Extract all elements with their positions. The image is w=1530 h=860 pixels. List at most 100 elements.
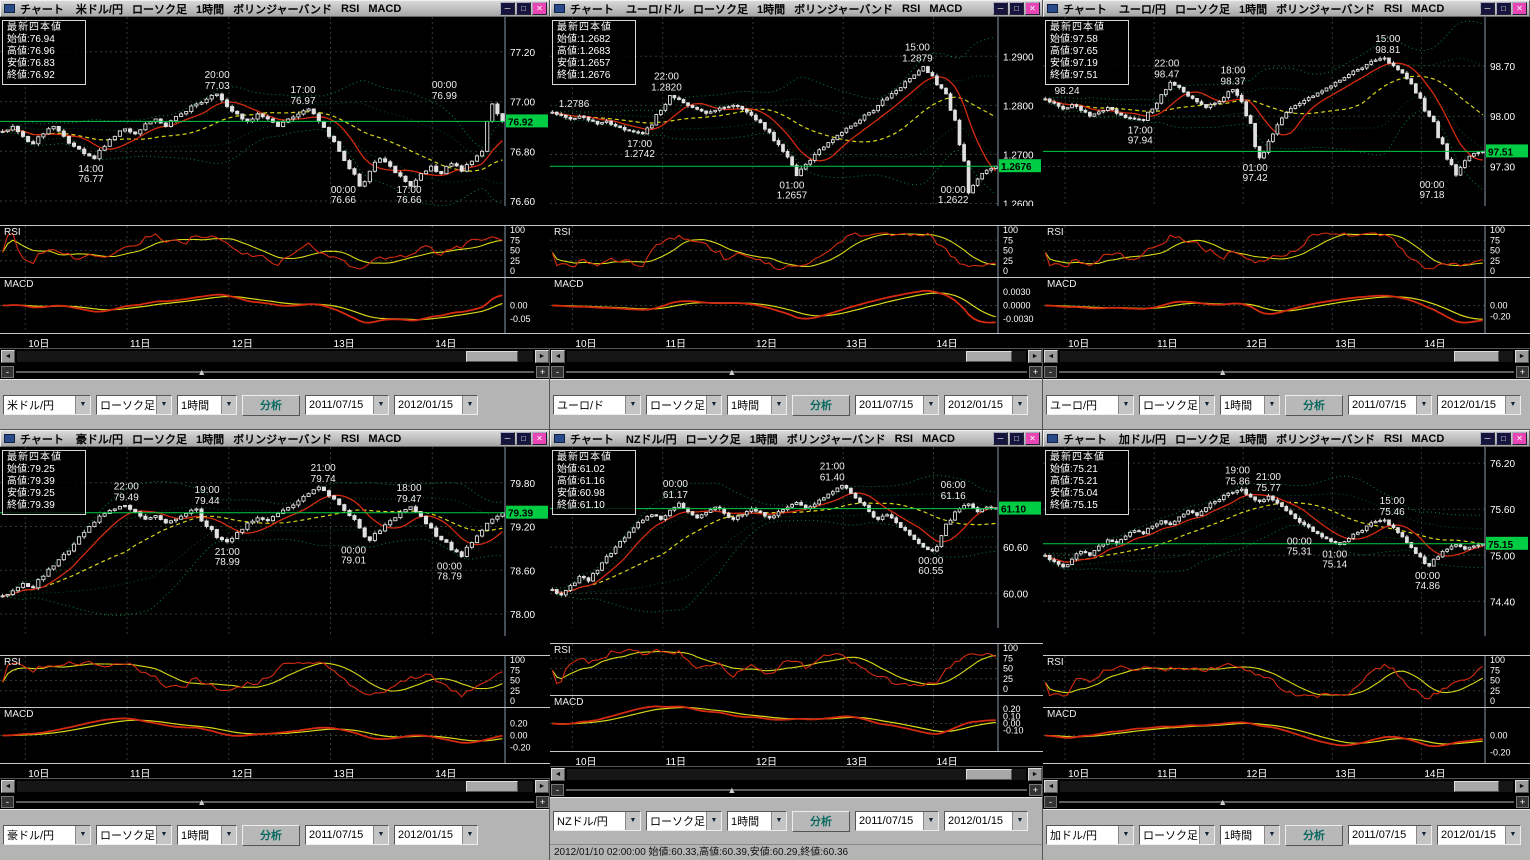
date-from-select[interactable]: 2011/07/15 ▼ [305, 825, 389, 845]
dropdown-arrow-icon[interactable]: ▼ [706, 812, 721, 830]
scrollbar-track[interactable] [16, 350, 534, 363]
scroll-left-button[interactable]: ◄ [1044, 350, 1058, 363]
analyze-button[interactable]: 分析 [242, 394, 300, 416]
scroll-left-button[interactable]: ◄ [1044, 780, 1058, 793]
minimize-button[interactable]: ─ [1480, 432, 1495, 445]
macd-pane[interactable]: 0.20 0.00 -0.20 MACD [0, 707, 550, 763]
scroll-left-button[interactable]: ◄ [551, 768, 565, 781]
analyze-button[interactable]: 分析 [1285, 394, 1343, 416]
minimize-button[interactable]: ─ [1480, 2, 1495, 15]
scroll-left-button[interactable]: ◄ [1, 780, 15, 793]
date-from-select[interactable]: 2011/07/15 ▼ [855, 811, 939, 831]
pair-select[interactable]: 米ドル/円 ▼ [3, 395, 91, 415]
zoom-in-button[interactable]: + [1516, 365, 1529, 378]
close-button[interactable]: ✕ [1512, 432, 1527, 445]
pair-select[interactable]: ユーロ/円 ▼ [1046, 395, 1134, 415]
macd-pane[interactable]: 0.00 -0.20 MACD [1043, 707, 1530, 763]
macd-pane[interactable]: 0.20 0.10 0.00 -0.10 MACD [550, 695, 1043, 751]
dropdown-arrow-icon[interactable]: ▼ [1118, 826, 1133, 844]
dropdown-arrow-icon[interactable]: ▼ [706, 396, 721, 414]
timeframe-select[interactable]: 1時間 ▼ [177, 825, 237, 845]
maximize-button[interactable]: □ [1009, 2, 1024, 15]
zoom-out-button[interactable]: - [1, 365, 14, 378]
date-to-select[interactable]: 2012/01/15 ▼ [1437, 825, 1521, 845]
dropdown-arrow-icon[interactable]: ▼ [221, 396, 236, 414]
zoom-slider-row[interactable]: - ▲ + [0, 794, 550, 809]
zoom-out-button[interactable]: - [551, 783, 564, 796]
scroll-left-button[interactable]: ◄ [551, 350, 565, 363]
dropdown-arrow-icon[interactable]: ▼ [1264, 826, 1279, 844]
minimize-button[interactable]: ─ [993, 432, 1008, 445]
horizontal-scrollbar[interactable]: ◄ ► [0, 348, 550, 364]
rsi-pane[interactable]: 100 75 50 25 0 RSI [1043, 225, 1530, 277]
scrollbar-thumb[interactable] [1454, 351, 1500, 362]
scrollbar-thumb[interactable] [465, 351, 518, 362]
date-to-select[interactable]: 2012/01/15 ▼ [1437, 395, 1521, 415]
zoom-slider-thumb[interactable]: ▲ [727, 367, 736, 377]
dropdown-arrow-icon[interactable]: ▼ [771, 396, 786, 414]
zoom-out-button[interactable]: - [1, 795, 14, 808]
price-chart-area[interactable]: 1.2900 1.2800 1.2700 1.2600 1.2676 1.2786 17:0… [550, 17, 1043, 225]
dropdown-arrow-icon[interactable]: ▼ [156, 396, 171, 414]
candle-type-select[interactable]: ローソク足 ▼ [646, 811, 722, 831]
price-chart-area[interactable]: 79.80 79.20 78.60 78.00 79.39 22:00 79.49 19:00… [0, 447, 550, 655]
minimize-button[interactable]: ─ [500, 2, 515, 15]
timeframe-select[interactable]: 1時間 ▼ [727, 811, 787, 831]
rsi-pane[interactable]: 100 75 50 25 0 RSI [550, 225, 1043, 277]
macd-pane[interactable]: 0.00 -0.20 MACD [1043, 277, 1530, 333]
zoom-track[interactable]: ▲ [16, 796, 534, 808]
analyze-button[interactable]: 分析 [792, 810, 850, 832]
zoom-track[interactable]: ▲ [566, 366, 1027, 378]
date-to-select[interactable]: 2012/01/15 ▼ [394, 825, 478, 845]
zoom-out-button[interactable]: - [551, 365, 564, 378]
candle-type-select[interactable]: ローソク足 ▼ [1139, 395, 1215, 415]
date-from-select[interactable]: 2011/07/15 ▼ [855, 395, 939, 415]
dropdown-arrow-icon[interactable]: ▼ [1118, 396, 1133, 414]
window-titlebar[interactable]: チャート ユーロ/円 ローソク足 1時間 ボリンジャーバンド RSI MACD … [1043, 0, 1530, 17]
pair-select[interactable]: 加ドル/円 ▼ [1046, 825, 1134, 845]
dropdown-arrow-icon[interactable]: ▼ [1264, 396, 1279, 414]
maximize-button[interactable]: □ [1496, 2, 1511, 15]
pair-select[interactable]: NZドル/円 ▼ [553, 811, 641, 831]
dropdown-arrow-icon[interactable]: ▼ [1199, 396, 1214, 414]
zoom-track[interactable]: ▲ [1059, 366, 1514, 378]
maximize-button[interactable]: □ [1009, 432, 1024, 445]
scrollbar-thumb[interactable] [966, 351, 1013, 362]
date-to-select[interactable]: 2012/01/15 ▼ [944, 395, 1028, 415]
timeframe-select[interactable]: 1時間 ▼ [177, 395, 237, 415]
dropdown-arrow-icon[interactable]: ▼ [923, 812, 938, 830]
scroll-right-button[interactable]: ► [1028, 350, 1042, 363]
timeframe-select[interactable]: 1時間 ▼ [1220, 395, 1280, 415]
scroll-right-button[interactable]: ► [1515, 780, 1529, 793]
pair-select[interactable]: ユーロ/ド ▼ [553, 395, 641, 415]
scroll-right-button[interactable]: ► [1028, 768, 1042, 781]
minimize-button[interactable]: ─ [993, 2, 1008, 15]
rsi-pane[interactable]: 100 75 50 25 0 RSI [0, 225, 550, 277]
scroll-right-button[interactable]: ► [535, 780, 549, 793]
zoom-slider-row[interactable]: - ▲ + [0, 364, 550, 379]
candle-type-select[interactable]: ローソク足 ▼ [1139, 825, 1215, 845]
dropdown-arrow-icon[interactable]: ▼ [1199, 826, 1214, 844]
window-titlebar[interactable]: チャート NZドル/円 ローソク足 1時間 ボリンジャーバンド RSI MACD… [550, 430, 1043, 447]
scrollbar-track[interactable] [16, 780, 534, 793]
zoom-in-button[interactable]: + [536, 795, 549, 808]
horizontal-scrollbar[interactable]: ◄ ► [550, 766, 1043, 782]
zoom-slider-thumb[interactable]: ▲ [197, 367, 206, 377]
timeframe-select[interactable]: 1時間 ▼ [1220, 825, 1280, 845]
zoom-in-button[interactable]: + [1029, 365, 1042, 378]
analyze-button[interactable]: 分析 [1285, 824, 1343, 846]
horizontal-scrollbar[interactable]: ◄ ► [1043, 348, 1530, 364]
scrollbar-thumb[interactable] [1454, 781, 1500, 792]
close-button[interactable]: ✕ [1025, 432, 1040, 445]
zoom-out-button[interactable]: - [1044, 795, 1057, 808]
scrollbar-track[interactable] [1059, 350, 1514, 363]
maximize-button[interactable]: □ [516, 2, 531, 15]
zoom-in-button[interactable]: + [1029, 783, 1042, 796]
scrollbar-thumb[interactable] [966, 769, 1013, 780]
dropdown-arrow-icon[interactable]: ▼ [156, 826, 171, 844]
dropdown-arrow-icon[interactable]: ▼ [1012, 396, 1027, 414]
zoom-slider-thumb[interactable]: ▲ [1218, 797, 1227, 807]
dropdown-arrow-icon[interactable]: ▼ [462, 826, 477, 844]
zoom-slider-row[interactable]: - ▲ + [550, 364, 1043, 379]
dropdown-arrow-icon[interactable]: ▼ [1416, 396, 1431, 414]
